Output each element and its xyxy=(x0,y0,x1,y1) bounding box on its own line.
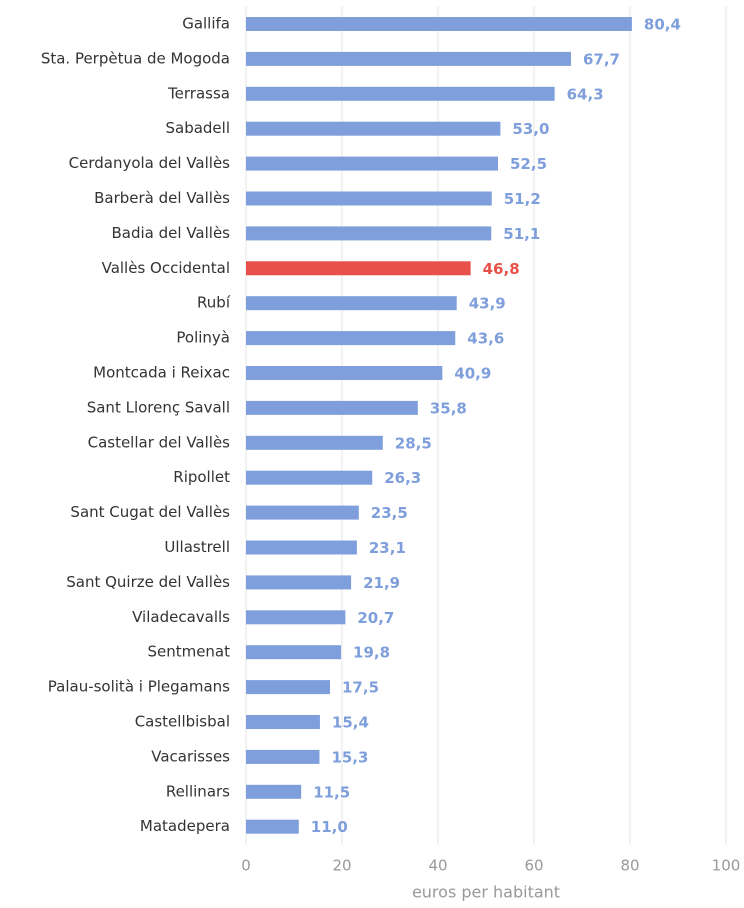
y-tick-label: Terrassa xyxy=(167,84,230,102)
value-label: 26,3 xyxy=(384,469,421,487)
value-label: 20,7 xyxy=(357,609,394,627)
y-tick-label: Rellinars xyxy=(166,782,230,800)
value-label: 11,0 xyxy=(311,818,348,836)
value-label: 19,8 xyxy=(353,644,390,662)
value-label: 15,4 xyxy=(332,714,369,732)
value-label: 51,1 xyxy=(503,225,540,243)
bar xyxy=(246,645,342,660)
value-label: 21,9 xyxy=(363,574,400,592)
value-label: 80,4 xyxy=(644,16,681,34)
y-tick-label: Sentmenat xyxy=(147,643,230,661)
bar xyxy=(246,191,492,206)
value-label: 23,5 xyxy=(371,504,408,522)
x-tick-label: 100 xyxy=(712,857,741,875)
value-label: 40,9 xyxy=(454,365,491,383)
y-tick-label: Viladecavalls xyxy=(132,608,230,626)
value-label: 51,2 xyxy=(504,190,541,208)
y-tick-label: Sant Llorenç Savall xyxy=(87,398,230,416)
x-tick-label: 80 xyxy=(620,857,639,875)
x-tick-label: 40 xyxy=(428,857,447,875)
y-tick-label: Palau-solità i Plegamans xyxy=(48,678,230,696)
y-tick-label: Vacarisses xyxy=(151,747,230,765)
bar xyxy=(246,470,373,485)
value-label: 11,5 xyxy=(313,783,350,801)
value-label: 15,3 xyxy=(331,748,368,766)
y-tick-label: Rubí xyxy=(197,294,231,312)
bar xyxy=(246,819,299,834)
bar xyxy=(246,51,571,66)
bar xyxy=(246,121,501,136)
value-label: 67,7 xyxy=(583,50,620,68)
bar xyxy=(246,610,346,625)
value-label: 43,9 xyxy=(469,295,506,313)
y-tick-label: Cerdanyola del Vallès xyxy=(69,154,231,172)
x-axis-label: euros per habitant xyxy=(412,883,560,902)
value-label: 23,1 xyxy=(369,539,406,557)
bar xyxy=(246,226,492,241)
y-tick-label: Sta. Perpètua de Mogoda xyxy=(41,49,230,67)
bar xyxy=(246,400,418,415)
y-tick-label: Barberà del Vallès xyxy=(94,189,230,207)
value-label: 43,6 xyxy=(467,330,504,348)
x-tick-label: 20 xyxy=(332,857,351,875)
bar xyxy=(246,784,302,799)
x-tick-label: 60 xyxy=(524,857,543,875)
value-label: 35,8 xyxy=(430,399,467,417)
y-tick-label: Gallifa xyxy=(182,15,230,33)
y-tick-label: Castellar del Vallès xyxy=(88,433,231,451)
bar xyxy=(246,435,383,450)
y-tick-label: Montcada i Reixac xyxy=(93,364,230,382)
y-tick-label: Sant Cugat del Vallès xyxy=(70,503,230,521)
x-tick-label: 0 xyxy=(241,857,251,875)
bar xyxy=(246,366,443,380)
value-label: 53,0 xyxy=(512,120,549,138)
y-tick-label: Matadepera xyxy=(140,817,230,835)
bar xyxy=(246,261,471,276)
bar xyxy=(246,715,320,729)
bar xyxy=(246,86,555,101)
bar xyxy=(246,540,357,555)
y-tick-label: Badia del Vallès xyxy=(112,224,231,242)
y-tick-label: Castellbisbal xyxy=(135,713,230,731)
value-label: 52,5 xyxy=(510,155,547,173)
bar xyxy=(246,17,632,31)
bar xyxy=(246,331,456,346)
value-label: 46,8 xyxy=(483,260,520,278)
y-tick-label: Ripollet xyxy=(173,468,230,486)
y-tick-label: Ullastrell xyxy=(164,538,230,556)
bar xyxy=(246,680,330,695)
y-tick-label: Sant Quirze del Vallès xyxy=(66,573,230,591)
bar xyxy=(246,749,320,764)
bar xyxy=(246,296,457,311)
value-label: 28,5 xyxy=(395,434,432,452)
bar xyxy=(246,505,359,520)
bar xyxy=(246,575,352,590)
bar xyxy=(246,156,498,171)
y-tick-label: Vallès Occidental xyxy=(102,259,230,277)
value-label: 64,3 xyxy=(567,85,604,103)
y-tick-label: Polinyà xyxy=(176,329,230,347)
y-tick-label: Sabadell xyxy=(165,119,230,137)
value-label: 17,5 xyxy=(342,679,379,697)
